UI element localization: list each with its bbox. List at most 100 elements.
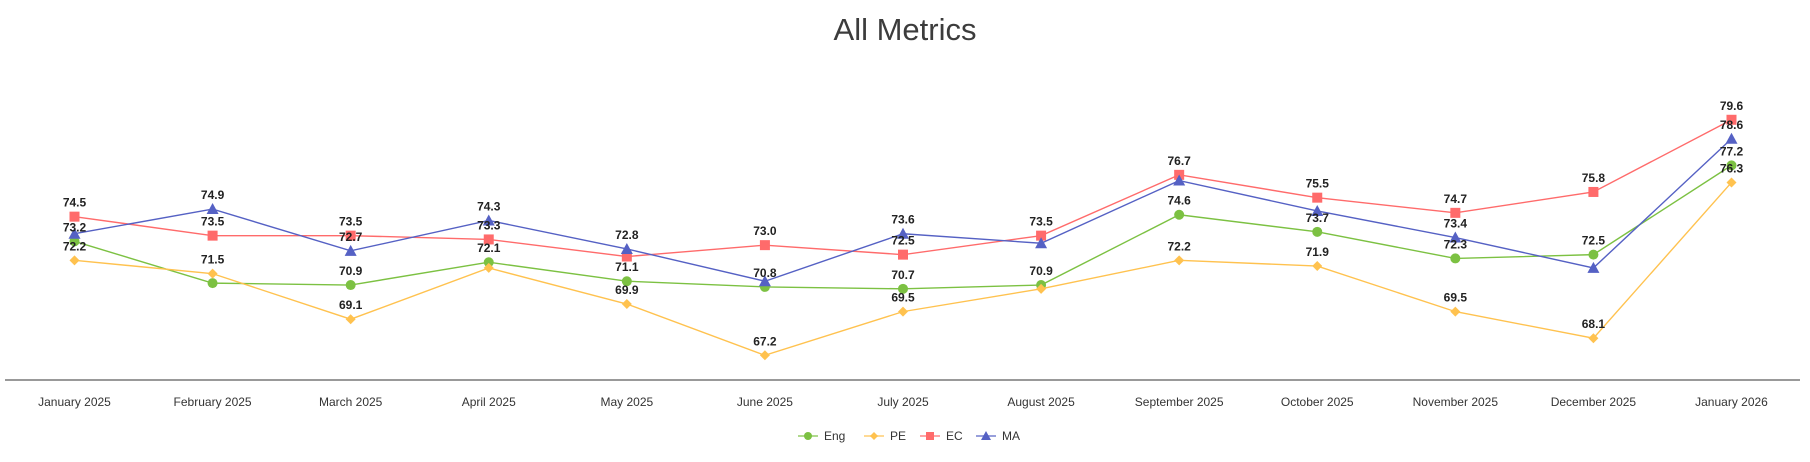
data-point-ec xyxy=(1588,186,1599,197)
data-label-eng: 74.6 xyxy=(1167,194,1191,208)
x-tick-label: June 2025 xyxy=(737,395,793,409)
data-point-ec xyxy=(1312,192,1323,203)
data-point-ma xyxy=(344,244,357,256)
data-label-eng: 72.1 xyxy=(477,241,501,255)
legend-label: PE xyxy=(890,429,906,443)
data-label-ec: 76.7 xyxy=(1167,154,1191,168)
data-label-pe: 76.3 xyxy=(1720,161,1744,175)
data-point-pe xyxy=(1174,255,1185,266)
data-label-ec: 74.5 xyxy=(63,196,87,210)
data-label-ma: 72.8 xyxy=(615,228,639,242)
x-tick-label: October 2025 xyxy=(1281,395,1354,409)
data-point-ma xyxy=(68,227,81,239)
data-label-pe: 71.9 xyxy=(1306,245,1330,259)
data-label-ec: 73.5 xyxy=(1029,215,1053,229)
data-point-ec xyxy=(345,230,356,241)
data-point-ec xyxy=(207,230,218,241)
legend-marker-diamond-icon xyxy=(870,432,878,440)
data-label-ma: 74.3 xyxy=(477,199,501,213)
data-point-ec xyxy=(759,240,770,251)
legend-item-ma[interactable]: MA xyxy=(976,429,1020,443)
data-point-pe xyxy=(483,262,494,273)
series-ma xyxy=(68,132,1738,287)
data-point-ec xyxy=(898,249,908,260)
data-point-pe xyxy=(621,299,632,310)
data-point-pe xyxy=(207,268,218,279)
data-point-eng xyxy=(1726,160,1737,171)
data-point-ma xyxy=(897,227,909,239)
data-label-eng: 73.2 xyxy=(63,220,87,234)
data-point-ma xyxy=(620,242,633,254)
legend-item-pe[interactable]: PE xyxy=(864,429,906,443)
x-tick-label: April 2025 xyxy=(462,395,516,409)
legend-marker-circle-icon xyxy=(804,432,812,440)
x-tick-label: August 2025 xyxy=(1007,395,1075,409)
data-label-pe: 72.2 xyxy=(1167,239,1191,253)
data-point-ec xyxy=(483,234,494,245)
data-label-ec: 75.5 xyxy=(1306,177,1330,191)
series-line-ma xyxy=(74,138,1732,282)
data-point-ma xyxy=(1587,261,1600,273)
data-point-ec xyxy=(69,211,80,222)
data-label-ma: 73.6 xyxy=(891,213,915,227)
legend-item-eng[interactable]: Eng xyxy=(798,429,845,443)
legend-label: Eng xyxy=(824,429,845,443)
data-label-ec: 73.5 xyxy=(339,215,363,229)
data-point-pe xyxy=(345,314,356,325)
data-label-eng: 70.9 xyxy=(1029,264,1053,278)
data-label-eng: 70.8 xyxy=(753,266,777,280)
data-label-ec: 73.5 xyxy=(201,215,225,229)
data-label-ec: 75.8 xyxy=(1582,171,1606,185)
data-label-pe: 69.5 xyxy=(891,291,915,305)
data-labels-layer: 73.2 70.9 72.1 71.1 70.8 70.7 70.9 74.6 73.7 72.3… xyxy=(63,99,1744,349)
data-point-eng xyxy=(1450,253,1461,264)
data-point-pe xyxy=(1312,261,1323,272)
data-point-ma xyxy=(1449,231,1462,243)
data-label-pe: 67.2 xyxy=(753,334,777,348)
data-point-eng xyxy=(621,276,632,287)
x-tick-label: January 2025 xyxy=(38,395,111,409)
data-label-ec: 72.5 xyxy=(891,234,915,248)
x-tick-label: February 2025 xyxy=(174,395,252,409)
data-label-ec: 74.7 xyxy=(1444,192,1468,206)
data-label-pe: 68.1 xyxy=(1582,317,1606,331)
data-point-pe xyxy=(1036,283,1047,294)
data-point-eng xyxy=(1312,226,1323,237)
data-point-ma xyxy=(1311,204,1324,216)
x-tick-label: September 2025 xyxy=(1135,395,1224,409)
data-label-eng: 73.7 xyxy=(1306,211,1330,225)
data-label-ma: 78.6 xyxy=(1720,118,1744,132)
data-label-eng: 72.3 xyxy=(1444,237,1468,251)
legend-label: EC xyxy=(946,429,963,443)
data-label-ec: 73.0 xyxy=(753,224,777,238)
data-point-eng xyxy=(483,257,494,268)
data-label-eng: 71.1 xyxy=(615,260,639,274)
series-layer xyxy=(68,114,1738,361)
data-label-ma: 74.9 xyxy=(201,188,225,202)
data-point-eng xyxy=(898,283,908,294)
x-tick-label: July 2025 xyxy=(877,395,929,409)
data-point-pe xyxy=(1450,306,1461,317)
data-label-ma: 72.7 xyxy=(339,230,363,244)
x-tick-label: November 2025 xyxy=(1413,395,1499,409)
data-point-ec xyxy=(1726,114,1737,125)
data-point-ec xyxy=(1036,230,1047,241)
chart-title: All Metrics xyxy=(833,12,977,47)
legend-label: MA xyxy=(1002,429,1020,443)
data-label-pe: 71.5 xyxy=(201,253,225,267)
legend-item-ec[interactable]: EC xyxy=(920,429,963,443)
data-label-eng: 70.7 xyxy=(891,268,915,282)
data-point-pe xyxy=(69,255,80,266)
data-label-pe: 69.1 xyxy=(339,298,363,312)
x-tick-label: March 2025 xyxy=(319,395,383,409)
x-tick-label: May 2025 xyxy=(600,395,653,409)
data-point-ma xyxy=(1173,174,1186,186)
data-point-ma xyxy=(482,214,495,226)
data-point-eng xyxy=(1174,209,1185,220)
data-label-eng: 77.2 xyxy=(1720,144,1744,158)
data-label-eng: 70.9 xyxy=(339,264,363,278)
x-tick-label: January 2026 xyxy=(1695,395,1768,409)
data-point-ec xyxy=(621,251,632,262)
data-point-pe xyxy=(1588,333,1599,344)
